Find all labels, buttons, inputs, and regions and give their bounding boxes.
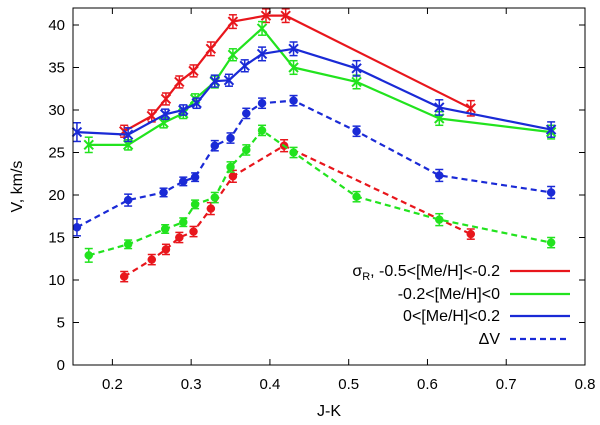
data-point (288, 62, 299, 73)
plot-frame (72, 7, 586, 366)
data-point (227, 49, 239, 60)
data-point (352, 127, 361, 136)
series-line (123, 14, 472, 133)
axes: 0.2 0.3 0.4 0.5 0.6 0.7 0.8 0 5 10 15 20 25 30 35 40 (48, 7, 596, 393)
series-group (71, 8, 557, 283)
y-tick-label: 15 (48, 230, 65, 247)
data-point (466, 229, 476, 239)
data-point (209, 75, 220, 87)
data-point (256, 23, 268, 34)
data-point (546, 188, 556, 197)
data-point (256, 48, 268, 60)
y-tick-label: 25 (48, 145, 65, 162)
data-point (226, 133, 235, 143)
data-point (147, 255, 157, 264)
x-tick-label: 0.2 (102, 376, 123, 393)
x-tick-label: 0.5 (338, 376, 359, 393)
data-point (189, 227, 198, 236)
series-5 (72, 94, 556, 237)
y-tick-label: 0 (57, 357, 65, 374)
data-point (174, 76, 185, 88)
data-point (146, 110, 157, 122)
y-tick-label: 20 (48, 187, 65, 204)
data-point (190, 200, 200, 209)
y-tick-label: 40 (48, 17, 65, 34)
data-point (260, 10, 272, 21)
data-point (191, 97, 202, 109)
y-axis-title: V, km/s (9, 161, 26, 213)
data-point (179, 177, 188, 186)
data-point (190, 172, 200, 182)
data-point (435, 171, 444, 180)
data-point (289, 96, 298, 105)
data-point (227, 16, 239, 27)
data-point (239, 60, 250, 72)
data-point (189, 93, 201, 105)
series-2 (71, 41, 557, 143)
data-point (188, 65, 199, 77)
x-axis-title: J-K (317, 403, 341, 420)
data-point (223, 75, 235, 86)
legend: σR, -0.5<[Me/H]<-0.2 -0.2<[Me/H]<0 0<[Me… (352, 263, 570, 348)
data-point (546, 238, 556, 247)
legend-label-delta-v: ΔV (479, 331, 501, 348)
data-point (242, 109, 251, 118)
data-point (206, 204, 216, 213)
data-point (242, 145, 251, 155)
data-point (288, 43, 299, 55)
data-point (72, 223, 82, 232)
data-point (161, 245, 171, 254)
data-point (289, 148, 298, 157)
legend-label-sigma: σR, -0.5<[Me/H]<-0.2 (352, 263, 500, 283)
y-tick-label: 10 (48, 272, 65, 289)
data-point (160, 93, 172, 105)
data-point (159, 109, 171, 120)
data-point (465, 103, 476, 114)
data-point (205, 43, 217, 55)
data-point (435, 215, 444, 224)
data-point (351, 63, 362, 74)
y-tick-label: 35 (48, 60, 65, 77)
series-line (88, 129, 552, 257)
data-point (123, 240, 133, 249)
data-point (178, 104, 189, 116)
data-point (84, 251, 94, 260)
data-point (257, 126, 267, 135)
data-point (257, 98, 267, 108)
data-point (280, 10, 291, 21)
y-tick-label: 5 (57, 315, 65, 332)
series-line (88, 27, 552, 146)
legend-label-rich: 0<[Me/H]<0.2 (403, 308, 500, 325)
data-point (179, 217, 188, 227)
data-point (226, 162, 235, 172)
series-4 (84, 124, 556, 263)
data-point (123, 195, 133, 205)
series-1 (83, 20, 557, 154)
data-point (351, 76, 362, 88)
data-point (175, 233, 184, 242)
data-point (228, 172, 238, 181)
data-point (545, 124, 557, 135)
x-tick-label: 0.3 (181, 376, 202, 393)
y-tick-label: 30 (48, 102, 65, 119)
data-point (210, 141, 220, 150)
series-3 (119, 139, 476, 283)
x-tick-label: 0.8 (575, 376, 596, 393)
data-point (434, 102, 445, 113)
x-tick-label: 0.7 (496, 376, 517, 393)
data-point (210, 193, 220, 202)
data-point (122, 129, 134, 140)
x-tick-label: 0.4 (259, 376, 280, 393)
data-point (83, 139, 94, 151)
data-point (352, 192, 361, 201)
data-point (160, 224, 170, 234)
data-point (119, 272, 129, 281)
data-point (71, 126, 83, 138)
x-tick-label: 0.6 (417, 376, 438, 393)
legend-label-mid: -0.2<[Me/H]<0 (398, 286, 500, 303)
data-point (159, 188, 168, 197)
